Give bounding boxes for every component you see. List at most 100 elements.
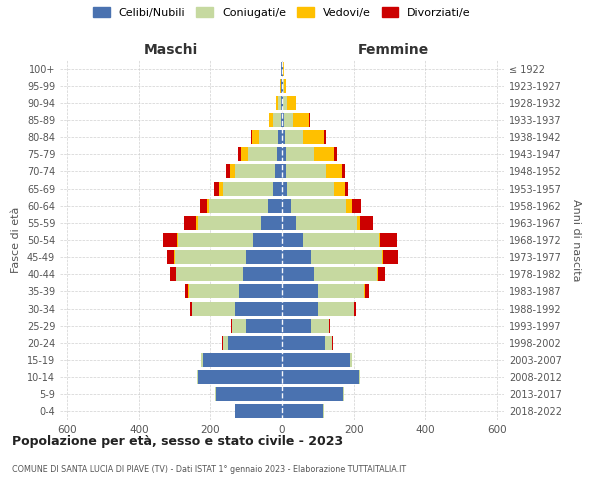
Bar: [246, 318, 282, 332]
Bar: [269, 113, 274, 127]
Bar: [198, 216, 260, 230]
Bar: [253, 233, 282, 247]
Bar: [329, 318, 330, 332]
Bar: [359, 370, 360, 384]
Bar: [175, 250, 246, 264]
Bar: [282, 268, 314, 281]
Bar: [296, 216, 357, 230]
Bar: [283, 78, 284, 92]
Bar: [282, 198, 291, 212]
Bar: [226, 164, 230, 178]
Bar: [200, 198, 207, 212]
Bar: [318, 302, 353, 316]
Bar: [346, 198, 352, 212]
Bar: [189, 284, 239, 298]
Bar: [196, 216, 198, 230]
Bar: [287, 182, 334, 196]
Bar: [314, 268, 377, 281]
Bar: [382, 250, 383, 264]
Bar: [242, 268, 282, 281]
Bar: [259, 130, 278, 144]
Bar: [293, 113, 309, 127]
Bar: [281, 113, 282, 127]
Bar: [215, 388, 216, 402]
Bar: [220, 182, 223, 196]
Bar: [357, 216, 360, 230]
Bar: [176, 268, 242, 281]
Bar: [282, 302, 318, 316]
Bar: [318, 284, 364, 298]
Bar: [185, 284, 188, 298]
Bar: [275, 164, 282, 178]
Y-axis label: Anni di nascita: Anni di nascita: [571, 198, 581, 281]
Bar: [223, 336, 228, 350]
Bar: [282, 233, 304, 247]
Bar: [309, 113, 310, 127]
Bar: [238, 148, 241, 162]
Bar: [344, 182, 348, 196]
Bar: [284, 113, 293, 127]
Text: COMUNE DI SANTA LUCIA DI PIAVE (TV) - Dati ISTAT 1° gennaio 2023 - Elaborazione : COMUNE DI SANTA LUCIA DI PIAVE (TV) - Da…: [12, 465, 406, 474]
Text: Maschi: Maschi: [144, 42, 198, 56]
Bar: [283, 96, 287, 110]
Bar: [282, 164, 286, 178]
Bar: [282, 404, 323, 418]
Bar: [360, 216, 373, 230]
Bar: [282, 216, 296, 230]
Text: Femmine: Femmine: [358, 42, 428, 56]
Bar: [274, 113, 281, 127]
Bar: [282, 78, 283, 92]
Bar: [235, 404, 282, 418]
Bar: [202, 353, 203, 367]
Bar: [231, 318, 232, 332]
Bar: [324, 130, 326, 144]
Bar: [163, 233, 177, 247]
Bar: [193, 302, 235, 316]
Bar: [184, 216, 196, 230]
Bar: [285, 130, 303, 144]
Bar: [352, 198, 361, 212]
Bar: [278, 96, 281, 110]
Bar: [228, 336, 282, 350]
Bar: [282, 113, 284, 127]
Bar: [282, 250, 311, 264]
Bar: [167, 250, 174, 264]
Bar: [209, 198, 268, 212]
Bar: [222, 336, 223, 350]
Bar: [230, 164, 235, 178]
Bar: [170, 268, 176, 281]
Bar: [342, 164, 346, 178]
Bar: [284, 78, 286, 92]
Bar: [188, 284, 189, 298]
Bar: [214, 182, 220, 196]
Bar: [276, 96, 278, 110]
Bar: [364, 284, 365, 298]
Bar: [380, 233, 397, 247]
Bar: [291, 198, 346, 212]
Bar: [343, 388, 344, 402]
Bar: [282, 182, 287, 196]
Bar: [334, 148, 337, 162]
Bar: [282, 284, 318, 298]
Bar: [246, 250, 282, 264]
Bar: [239, 284, 282, 298]
Bar: [190, 302, 192, 316]
Bar: [311, 318, 329, 332]
Bar: [235, 164, 275, 178]
Bar: [283, 62, 284, 76]
Bar: [232, 318, 246, 332]
Bar: [241, 148, 248, 162]
Bar: [177, 233, 178, 247]
Bar: [287, 96, 296, 110]
Bar: [268, 198, 282, 212]
Bar: [282, 370, 359, 384]
Bar: [286, 148, 314, 162]
Bar: [281, 62, 282, 76]
Bar: [277, 148, 282, 162]
Bar: [325, 336, 332, 350]
Bar: [282, 336, 325, 350]
Bar: [273, 182, 282, 196]
Bar: [282, 318, 311, 332]
Bar: [350, 353, 352, 367]
Bar: [303, 130, 324, 144]
